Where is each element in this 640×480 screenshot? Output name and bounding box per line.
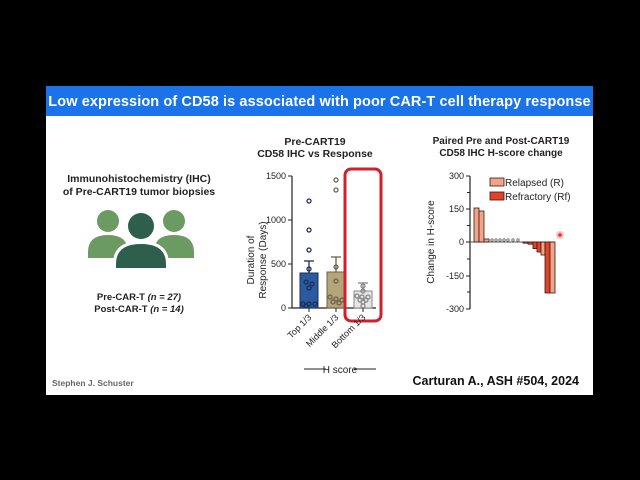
legend: Relapsed (R) Refractory (Rf) — [489, 177, 571, 203]
svg-text:0: 0 — [281, 303, 286, 313]
y-axis-label-1: Duration of — [246, 235, 257, 284]
x-axis-label: H score — [323, 365, 358, 376]
legend-refractory: Refractory (Rf) — [505, 192, 571, 203]
slide-title-banner: Low expression of CD58 is associated wit… — [46, 86, 593, 116]
citation: Carturan A., ASH #504, 2024 — [412, 374, 579, 388]
bar-middle-third — [326, 177, 346, 312]
cohort-sizes: Pre-CAR-T (n = 27) Post-CAR-T (n = 14) — [46, 292, 232, 316]
response-chart-title: Pre-CART19 CD58 IHC vs Response — [257, 136, 373, 160]
y-axis-label: Change in H-score — [426, 200, 437, 284]
svg-text:-150: -150 — [446, 271, 464, 281]
y-axis-label-2: Response (Days) — [258, 221, 269, 298]
legend-relapsed: Relapsed (R) — [505, 178, 564, 189]
cohort-pre: Pre-CAR-T (n = 27) — [96, 292, 182, 303]
hscore-chart-title: Paired Pre and Post-CART19 CD58 IHC H-sc… — [432, 136, 570, 159]
cohort-post: Post-CAR-T (n = 14) — [94, 304, 184, 315]
hscore-waterfall-chart: Change in H-score 300 150 0 -150 -300 — [426, 171, 571, 314]
ihc-title-line1: Immunohistochemistry (IHC) — [67, 173, 211, 185]
svg-text:500: 500 — [271, 259, 286, 269]
bar-top-third — [299, 198, 319, 312]
ihc-title-line2: of Pre-CART19 tumor biopsies — [62, 186, 216, 198]
slide: Low expression of CD58 is associated wit… — [46, 86, 593, 395]
bar-bottom-third — [353, 282, 373, 312]
svg-text:1000: 1000 — [266, 215, 286, 225]
svg-text:0: 0 — [459, 237, 464, 247]
author-credit: Stephen J. Schuster — [52, 378, 134, 388]
bottom-third-highlight-box — [343, 167, 383, 323]
svg-text:1500: 1500 — [266, 171, 286, 181]
svg-text:150: 150 — [449, 204, 464, 214]
svg-text:300: 300 — [449, 171, 464, 181]
svg-text:-300: -300 — [446, 304, 464, 314]
people-group-icon — [88, 210, 194, 268]
ihc-panel-title: Immunohistochemistry (IHC) of Pre-CART19… — [46, 173, 232, 199]
response-bar-chart: Duration of Response (Days) 1500 1000 50… — [246, 167, 383, 376]
